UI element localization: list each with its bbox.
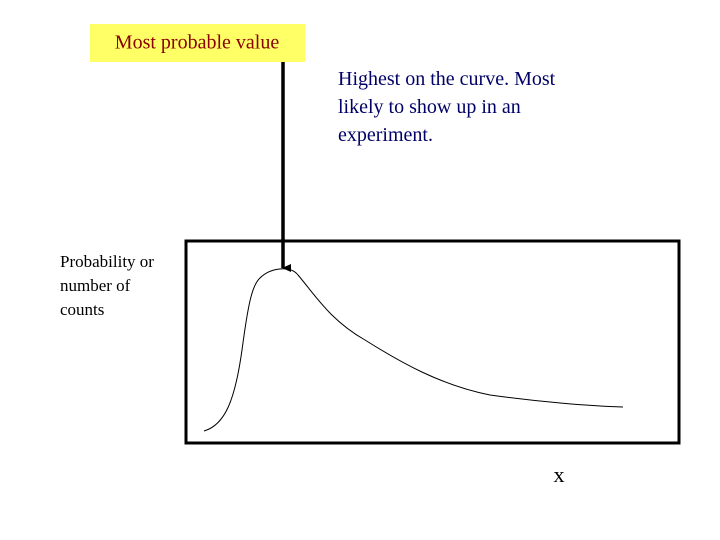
description-line: likely to show up in an xyxy=(338,96,521,118)
plot-frame xyxy=(184,239,681,445)
callout-label: Most probable value xyxy=(115,32,280,54)
y-axis-line: counts xyxy=(60,300,104,319)
description-line: Highest on the curve. Most xyxy=(338,68,556,90)
x-axis-label: x xyxy=(554,462,565,487)
y-axis-line: Probability or xyxy=(60,252,154,271)
y-axis-label: Probability or number of counts xyxy=(60,252,158,319)
description-line: experiment. xyxy=(338,124,433,146)
y-axis-line: number of xyxy=(60,276,131,295)
description: Highest on the curve. Most likely to sho… xyxy=(338,68,560,146)
callout-box xyxy=(90,24,305,62)
distribution-curve xyxy=(203,268,624,432)
